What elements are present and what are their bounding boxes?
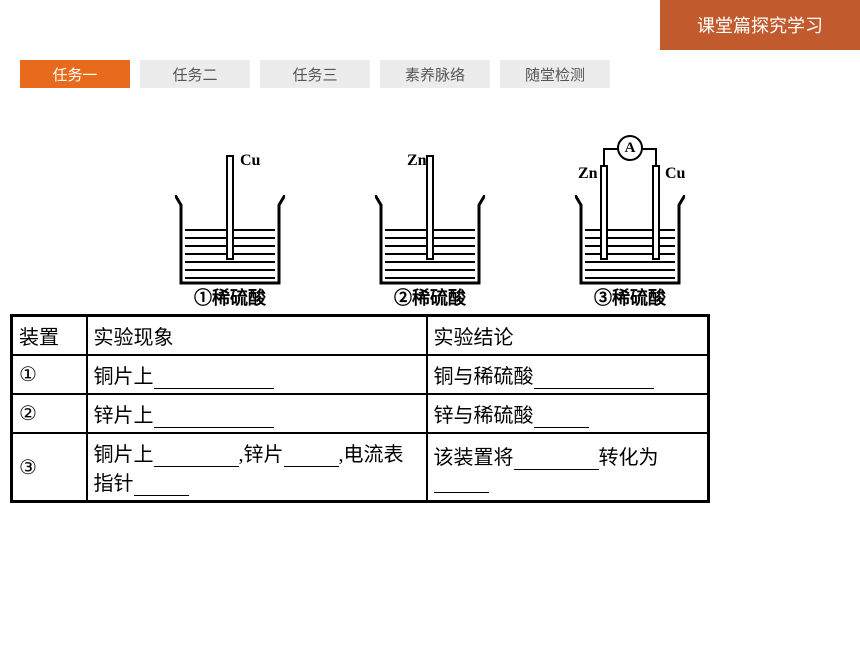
tab-task3[interactable]: 任务三 bbox=[260, 60, 370, 88]
blank-fill[interactable] bbox=[514, 450, 599, 470]
diagram-caption-3: ③稀硫酸 bbox=[545, 284, 715, 310]
blank-fill[interactable] bbox=[534, 408, 589, 428]
blank-fill[interactable] bbox=[534, 369, 654, 389]
cell-phenom-1: 铜片上 bbox=[87, 355, 427, 394]
electrode-zn-2 bbox=[426, 155, 434, 260]
beaker-3 bbox=[575, 195, 685, 285]
tab-task2[interactable]: 任务二 bbox=[140, 60, 250, 88]
tab-network[interactable]: 素养脉络 bbox=[380, 60, 490, 88]
table-row: ① 铜片上 铜与稀硫酸 bbox=[12, 355, 709, 394]
electrode-label-2: Zn bbox=[407, 152, 427, 170]
tab-test[interactable]: 随堂检测 bbox=[500, 60, 610, 88]
table-row: ② 锌片上 锌与稀硫酸 bbox=[12, 394, 709, 433]
header-phenomenon: 实验现象 bbox=[87, 316, 427, 356]
electrode-cu-3 bbox=[652, 165, 660, 260]
cell-device-1: ① bbox=[12, 355, 87, 394]
table-header-row: 装置 实验现象 实验结论 bbox=[12, 316, 709, 356]
wire-left bbox=[603, 148, 605, 166]
header-badge-text: 课堂篇探究学习 bbox=[697, 12, 823, 38]
blank-fill[interactable] bbox=[154, 447, 239, 467]
diagram-caption-1: ①稀硫酸 bbox=[145, 284, 315, 310]
blank-fill[interactable] bbox=[154, 369, 274, 389]
experiment-table: 装置 实验现象 实验结论 ① 铜片上 铜与稀硫酸 ② 锌片上 锌与稀硫酸 ③ 铜… bbox=[10, 314, 710, 503]
blank-fill[interactable] bbox=[134, 476, 189, 496]
blank-fill[interactable] bbox=[154, 408, 274, 428]
cell-phenom-3: 铜片上,锌片,电流表指针 bbox=[87, 433, 427, 502]
tab-bar: 任务一 任务二 任务三 素养脉络 随堂检测 bbox=[20, 60, 610, 88]
electrode-label-3-left: Zn bbox=[578, 165, 598, 183]
header-badge: 课堂篇探究学习 bbox=[660, 0, 860, 50]
diagram-caption-2: ②稀硫酸 bbox=[345, 284, 515, 310]
header-conclusion: 实验结论 bbox=[427, 316, 709, 356]
electrode-label-1: Cu bbox=[240, 152, 260, 170]
diagram-area: Cu ①稀硫酸 Zn ②稀硫酸 bbox=[145, 140, 715, 310]
cell-phenom-2: 锌片上 bbox=[87, 394, 427, 433]
cell-device-3: ③ bbox=[12, 433, 87, 502]
ammeter-icon: A bbox=[617, 135, 643, 161]
diagram-2: Zn ②稀硫酸 bbox=[345, 140, 515, 310]
diagram-3: A Zn Cu ③稀硫酸 bbox=[545, 140, 715, 310]
blank-fill[interactable] bbox=[284, 447, 339, 467]
blank-fill[interactable] bbox=[434, 473, 489, 493]
cell-device-2: ② bbox=[12, 394, 87, 433]
diagram-1: Cu ①稀硫酸 bbox=[145, 140, 315, 310]
wire-right bbox=[655, 148, 657, 166]
electrode-zn-3 bbox=[600, 165, 608, 260]
electrode-label-3-right: Cu bbox=[665, 165, 685, 183]
cell-concl-2: 锌与稀硫酸 bbox=[427, 394, 709, 433]
table-row: ③ 铜片上,锌片,电流表指针 该装置将转化为 bbox=[12, 433, 709, 502]
electrode-cu-1 bbox=[226, 155, 234, 260]
header-device: 装置 bbox=[12, 316, 87, 356]
cell-concl-3: 该装置将转化为 bbox=[427, 433, 709, 502]
cell-concl-1: 铜与稀硫酸 bbox=[427, 355, 709, 394]
tab-task1[interactable]: 任务一 bbox=[20, 60, 130, 88]
